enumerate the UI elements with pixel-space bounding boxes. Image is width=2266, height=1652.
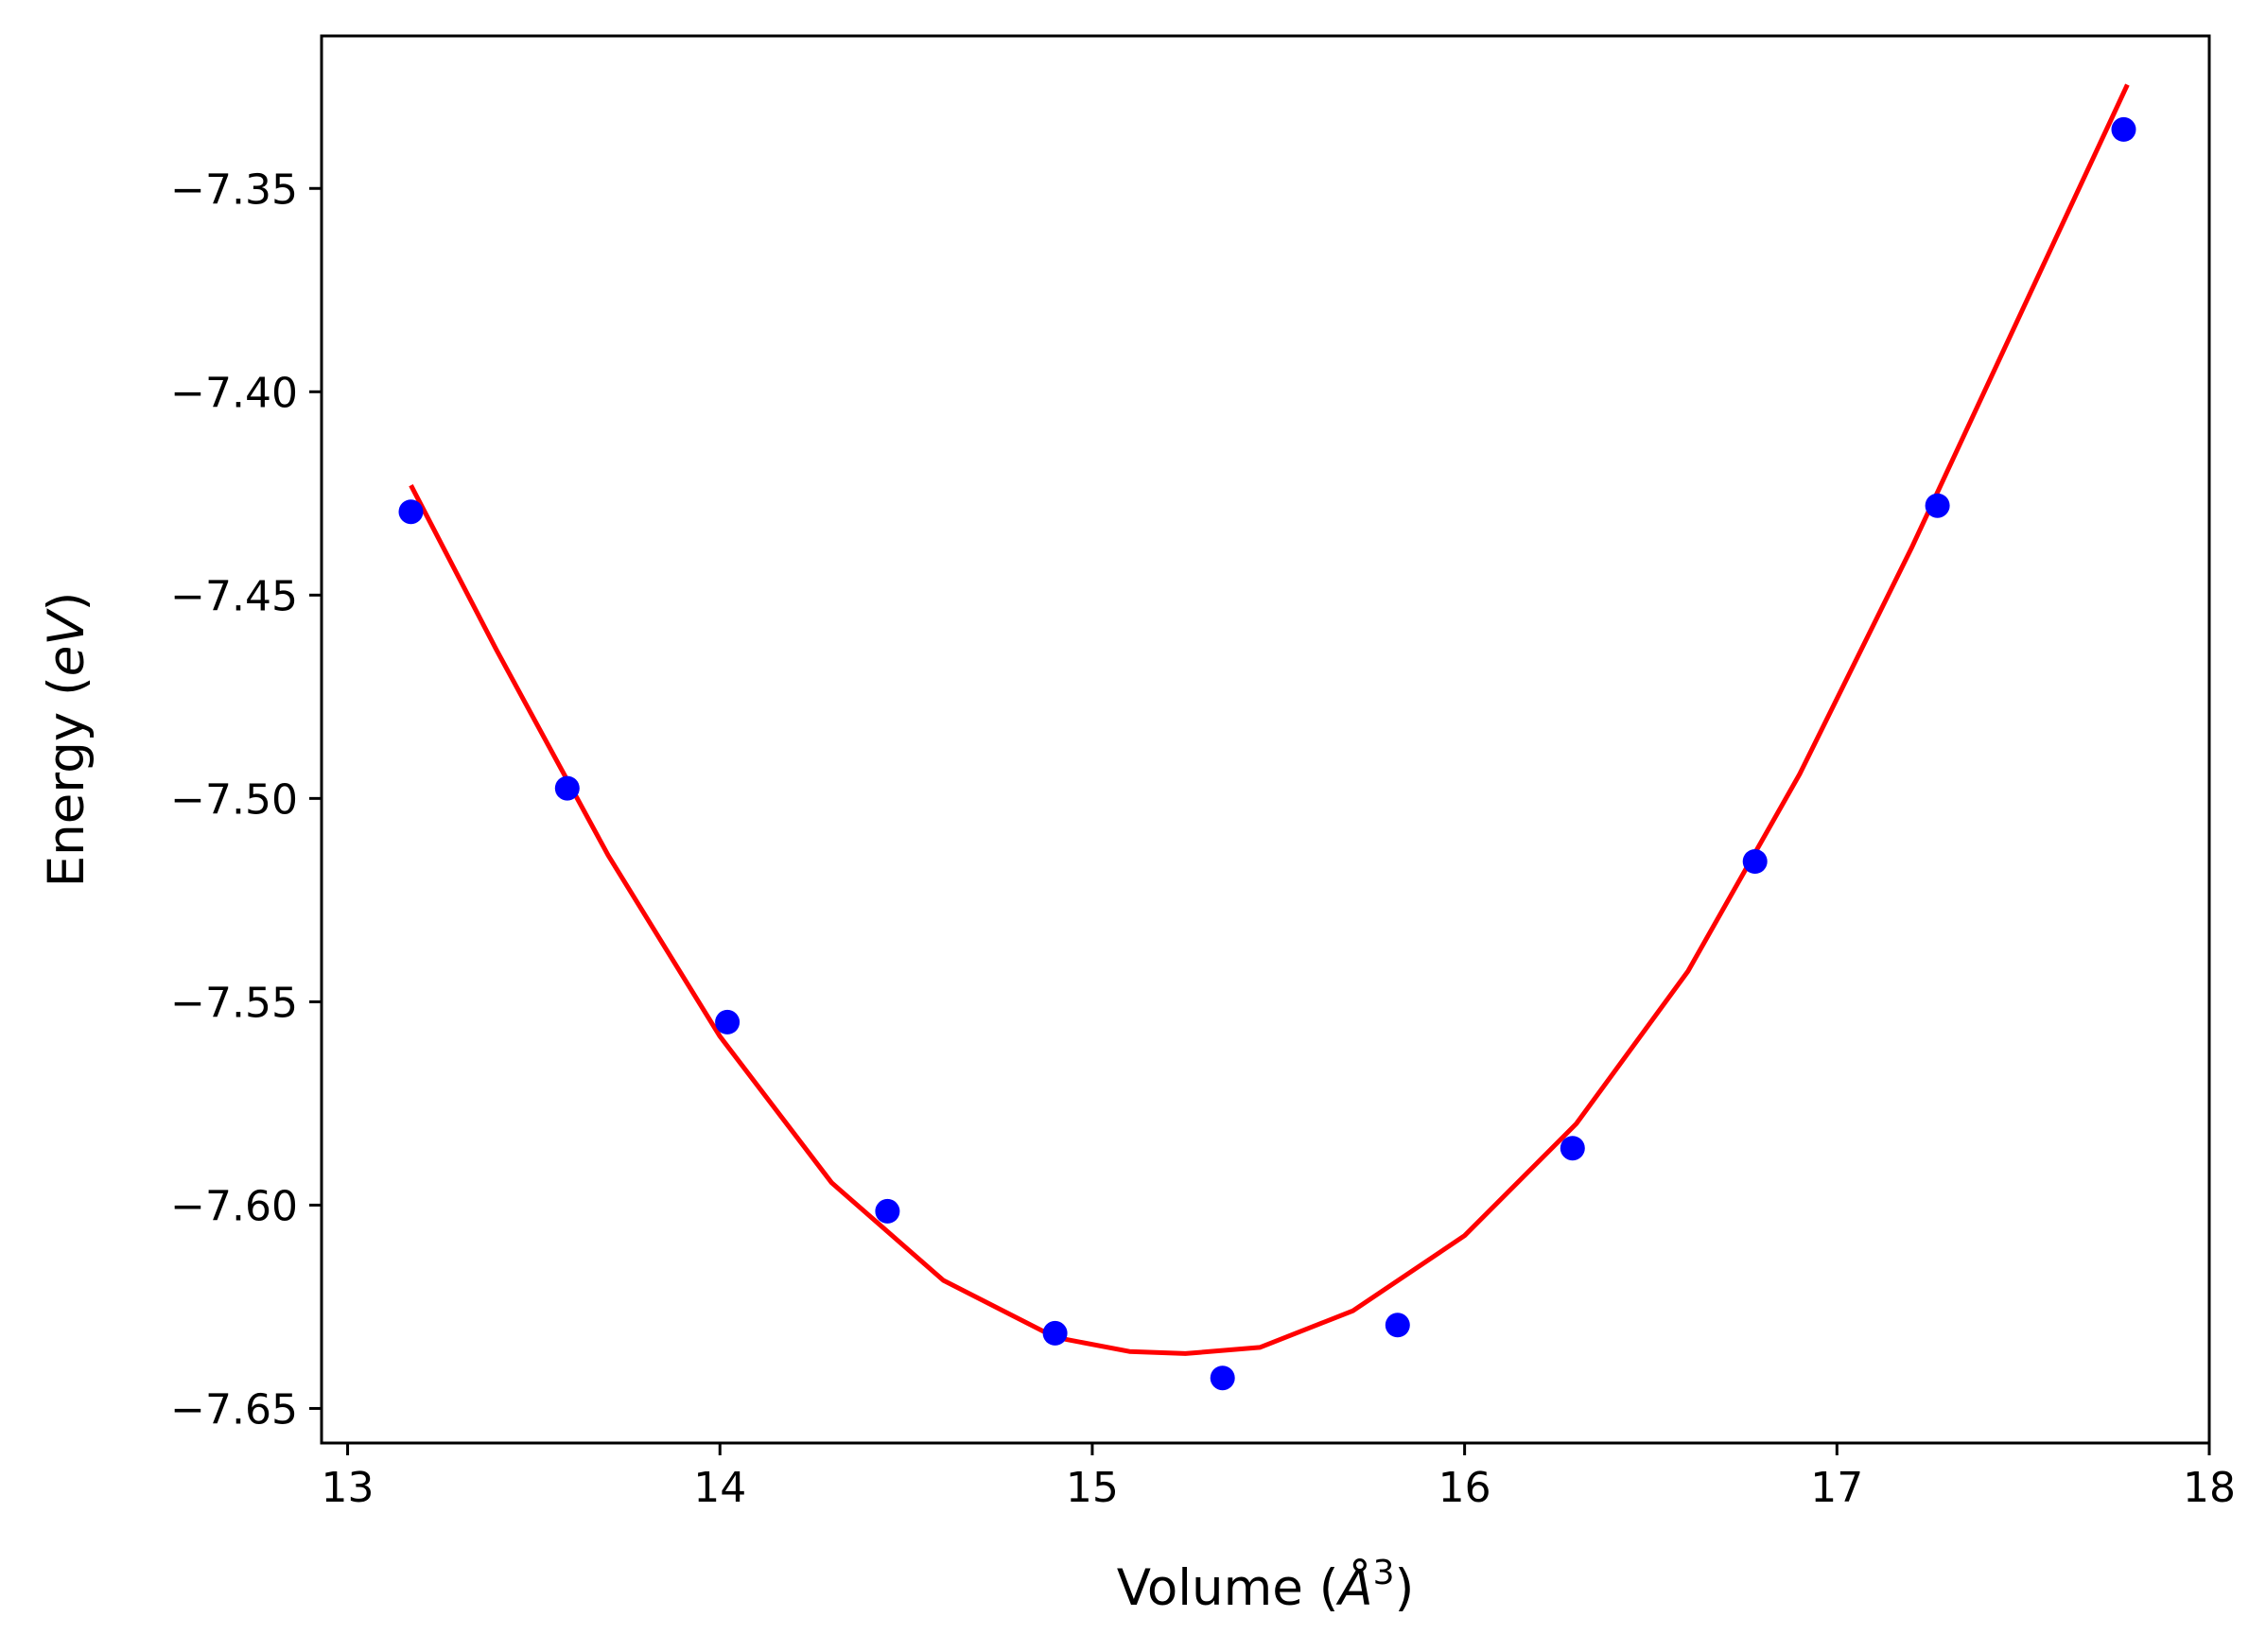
y-tick-label: −7.60 — [170, 1182, 298, 1230]
y-axis-label: Energy (eV) — [38, 592, 96, 888]
x-axis-label: Volume (Å3) — [1117, 1554, 1415, 1617]
x-axis-label-unit: Å — [1335, 1556, 1372, 1617]
y-axis-label-prefix: Energy ( — [38, 676, 96, 887]
x-tick-label: 18 — [2183, 1464, 2236, 1512]
x-axis-ticks: 13 14 15 16 17 18 — [322, 1443, 2236, 1512]
data-point — [554, 775, 580, 801]
y-tick-label: −7.40 — [170, 369, 298, 417]
axes-frame — [320, 34, 2211, 1445]
data-point — [715, 1009, 741, 1035]
y-axis-label-suffix: ) — [38, 592, 96, 612]
y-tick-label: −7.55 — [170, 979, 298, 1027]
x-axis-label-suffix: ) — [1395, 1559, 1415, 1617]
data-point — [1385, 1313, 1410, 1338]
x-axis-label-exponent: 3 — [1373, 1554, 1395, 1592]
x-tick-label: 14 — [693, 1464, 746, 1512]
data-point — [398, 499, 424, 525]
data-point — [1210, 1365, 1235, 1391]
data-point — [1925, 493, 1950, 518]
x-tick-label: 13 — [322, 1464, 375, 1512]
plot-area — [398, 83, 2136, 1391]
y-tick-label: −7.35 — [170, 165, 298, 214]
y-tick-label: −7.65 — [170, 1385, 298, 1434]
y-tick-label: −7.50 — [170, 775, 298, 824]
y-tick-label: −7.45 — [170, 572, 298, 620]
fit-curve — [409, 83, 2130, 1356]
x-tick-label: 16 — [1438, 1464, 1491, 1512]
y-axis-label-unit: eV — [38, 608, 96, 677]
y-axis-ticks: −7.35 −7.40 −7.45 −7.50 −7.55 −7.60 −7.65 — [170, 165, 322, 1434]
x-axis-label-prefix: Volume ( — [1117, 1559, 1339, 1617]
x-tick-label: 15 — [1066, 1464, 1119, 1512]
data-point — [875, 1198, 900, 1224]
data-point — [1560, 1136, 1585, 1161]
data-point — [1042, 1320, 1068, 1346]
x-tick-label: 17 — [1810, 1464, 1863, 1512]
data-point — [1742, 849, 1768, 874]
data-point — [2111, 116, 2136, 142]
